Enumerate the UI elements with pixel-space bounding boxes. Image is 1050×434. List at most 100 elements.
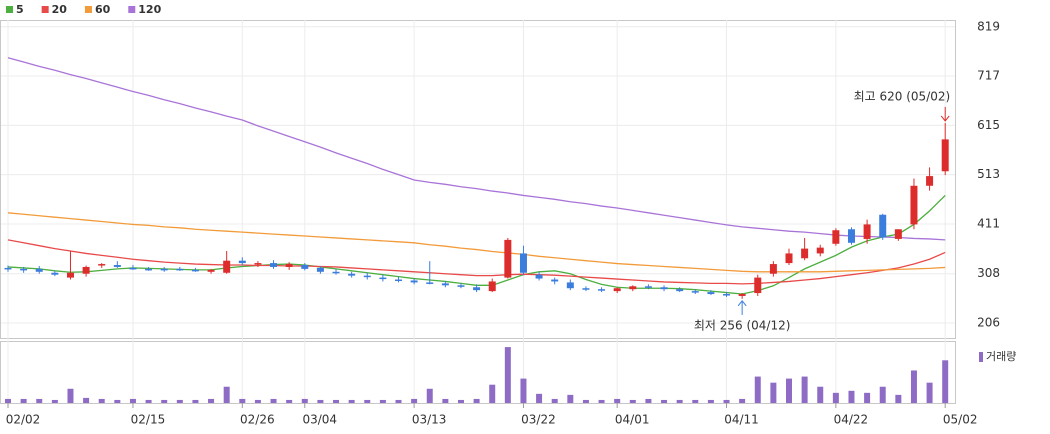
volume-bar [83,397,90,403]
x-tick-label: 02/15 [131,413,166,427]
volume-bar [629,399,636,403]
volume-bar [598,399,605,403]
candle-body [4,267,12,270]
candle-body [832,230,840,244]
volume-bar [20,398,27,403]
candle-body [910,185,918,225]
candle-body [863,224,871,239]
volume-bar [317,399,324,403]
volume-bar [645,398,652,403]
volume-bar [473,398,480,403]
volume-bar [692,399,699,403]
candle-body [379,277,387,280]
volume-bar [754,376,761,403]
x-tick-label: 02/02 [6,413,41,427]
volume-bar [223,386,230,403]
volume-bar [442,398,449,403]
candle-body [160,268,168,271]
candle-body [707,292,715,295]
annotation-arrowhead [737,300,747,307]
volume-bar [67,388,74,403]
volume-bar [489,384,496,403]
volume-bar [36,398,43,403]
volume-bar [786,378,792,403]
volume-bar [348,399,355,403]
volume-bar [270,398,277,403]
x-tick-label: 04/11 [724,413,759,427]
candle-body [926,176,934,186]
ma-line [7,57,946,241]
y-tick-label: 411 [977,216,1000,230]
candle-body [629,286,637,290]
candle-body [363,275,371,278]
volume-bar [145,399,152,403]
volume-bar [161,399,168,403]
volume-bar [457,399,464,403]
candle-body [20,268,28,271]
candle-body [535,274,543,279]
candle-body [285,264,293,267]
volume-bar [379,399,386,403]
volume-bar [333,399,340,403]
legend-label: 60 [95,3,111,16]
candle-body [238,260,246,264]
candle-body [426,282,434,284]
volume-bar [504,347,511,403]
volume-bar [551,398,558,403]
volume-bar [801,376,808,403]
volume-bar [723,399,730,403]
candle-body [941,139,949,172]
volume-bar [176,399,183,403]
y-tick-label: 819 [977,19,1000,33]
candle-body [582,288,590,290]
volume-bar [817,386,824,403]
candle-body [35,268,43,272]
volume-bar [864,392,871,403]
y-tick-label: 615 [977,118,1000,132]
candle-body [754,277,762,294]
x-tick-label: 03/22 [521,413,556,427]
candle-body [879,214,887,238]
candle-body [644,286,652,288]
candle-body [457,285,465,287]
volume-bar [254,399,261,403]
y-tick-label: 308 [977,266,1000,280]
volume-bar [832,392,839,403]
volume-bar [848,390,855,403]
x-tick-label: 04/22 [834,413,869,427]
candle-body [566,282,574,289]
candle-body [301,265,309,269]
candle-body [847,229,855,243]
candle-body [176,268,184,271]
candle-body [676,289,684,292]
legend-label: 120 [138,3,161,16]
volume-bar [879,386,886,403]
volume-bar [364,399,371,403]
volume-bar [770,382,777,403]
candle-body [441,283,449,286]
volume-bar [661,399,668,403]
candle-body [223,260,231,273]
candle-body [551,279,559,282]
candle-body [51,272,59,275]
volume-bar [411,398,418,403]
x-tick-label: 03/13 [412,413,447,427]
candle-body [207,269,215,272]
legend-label: 5 [16,3,24,16]
candle-body [270,263,278,267]
candle-body [348,273,356,276]
price-panel [0,20,956,339]
volume-bar [536,393,543,403]
volume-bar [426,388,433,403]
candle-body [82,266,90,274]
volume-bar [5,398,11,403]
volume-bar [942,360,949,403]
y-tick-label: 717 [977,69,1000,83]
volume-panel [0,341,956,404]
x-tick-label: 05/02 [943,413,978,427]
ma-line [7,212,946,273]
y-tick-label: 513 [977,167,1000,181]
legend-swatch [84,6,92,13]
candle-body [488,281,496,292]
candle-body [395,279,402,282]
